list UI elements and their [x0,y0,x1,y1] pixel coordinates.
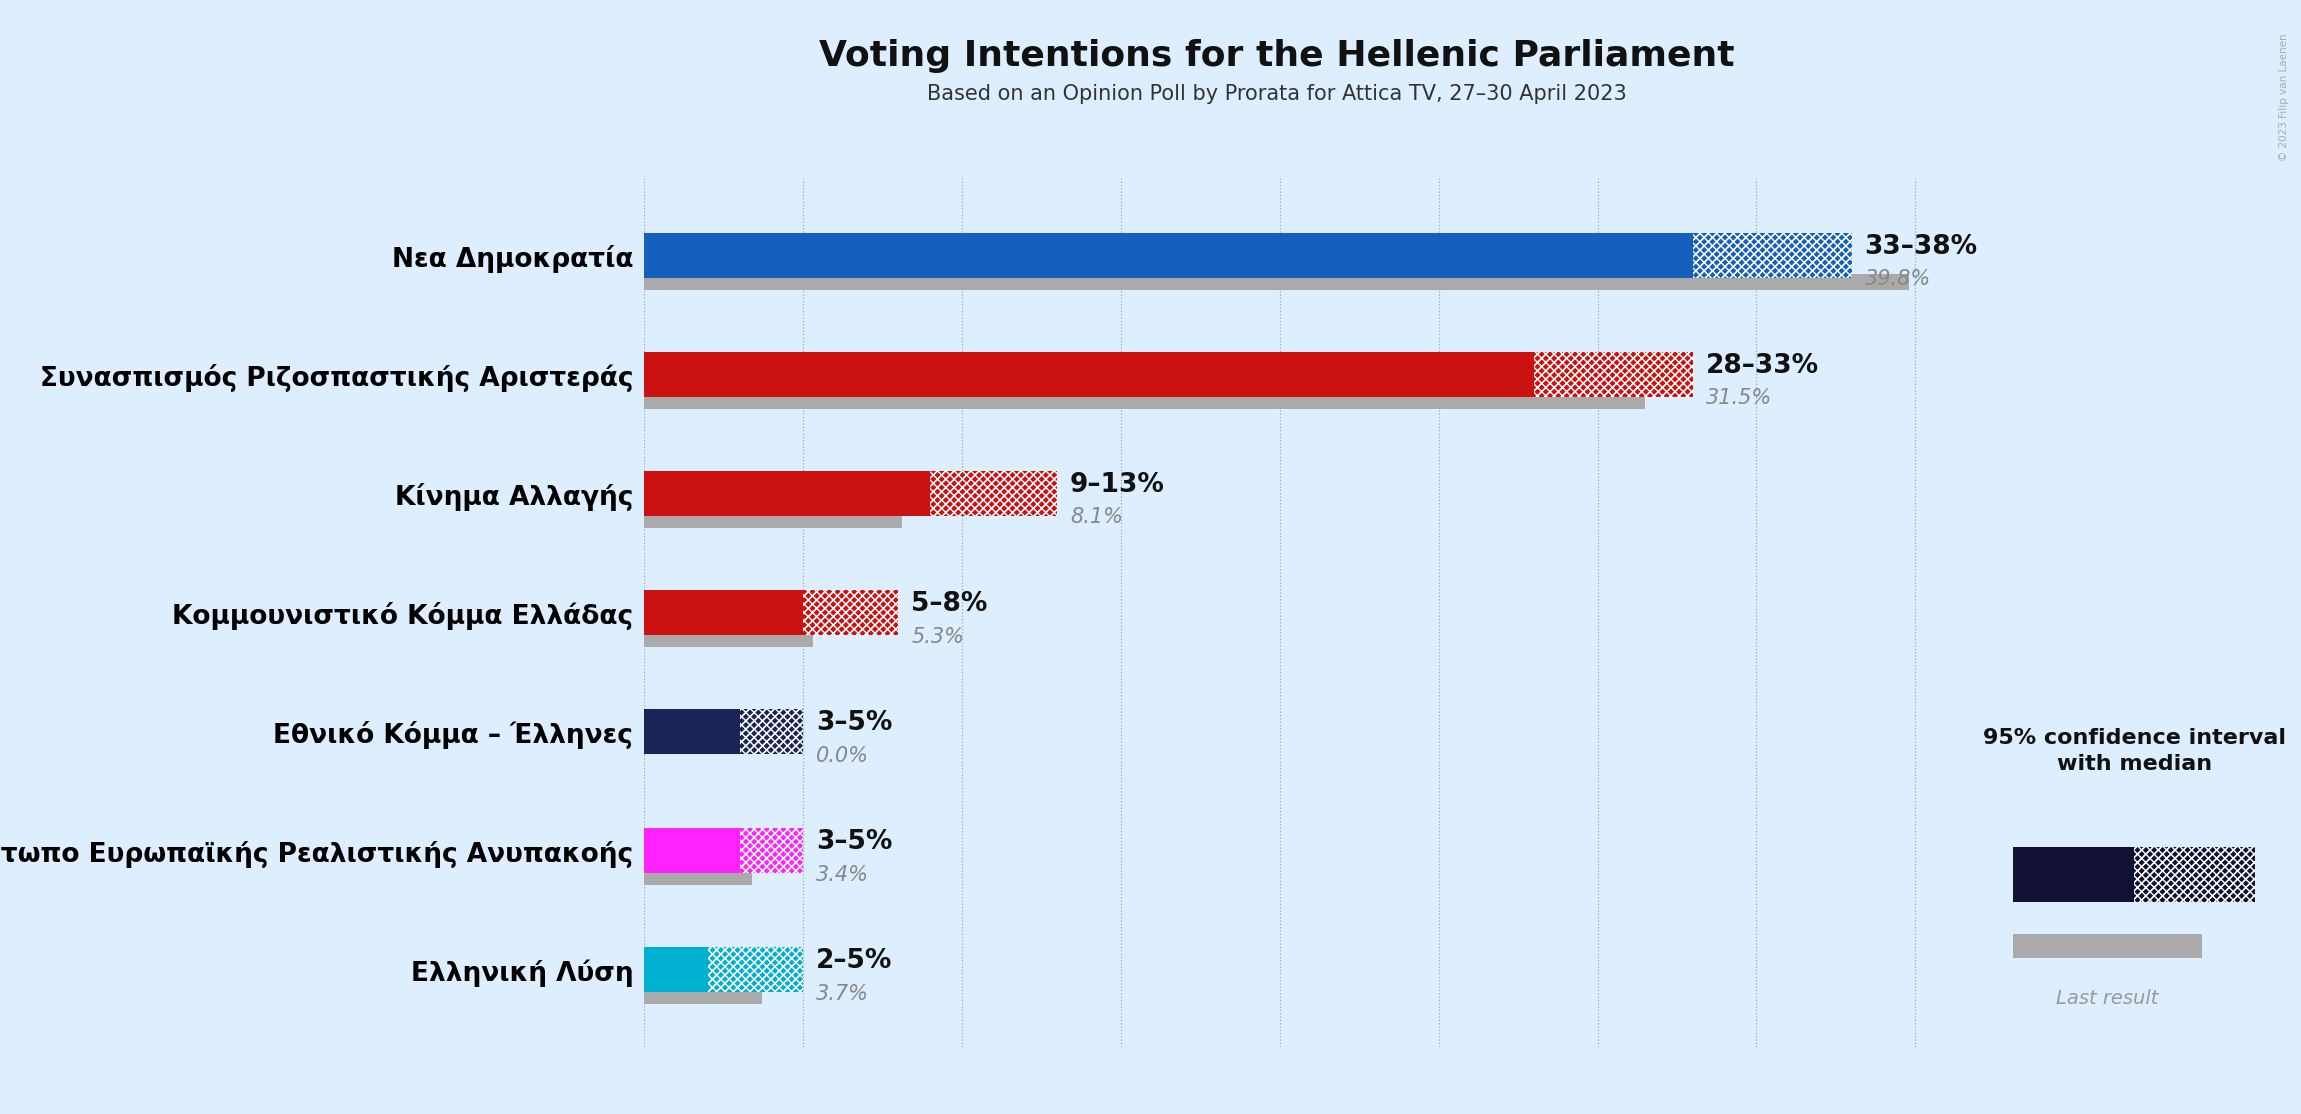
Bar [644,828,739,873]
Bar [644,393,1645,409]
Bar [2013,847,2135,902]
Text: Last result: Last result [2057,989,2158,1008]
Text: Voting Intentions for the Hellenic Parliament: Voting Intentions for the Hellenic Parli… [819,39,1735,74]
Bar [739,710,803,754]
Text: 33–38%: 33–38% [1864,234,1977,261]
Bar [644,274,1910,290]
Bar [739,828,803,873]
Bar [739,710,803,754]
Bar [644,590,803,635]
Text: 3–5%: 3–5% [817,711,893,736]
Bar [930,471,1058,516]
Text: 5–8%: 5–8% [911,592,987,617]
Bar [1535,352,1694,398]
Text: 9–13%: 9–13% [1070,472,1164,498]
Bar [2013,934,2202,958]
Bar [2135,847,2255,902]
Text: 8.1%: 8.1% [1070,508,1123,527]
Bar [709,947,803,993]
Bar [644,352,1535,398]
Bar [1694,233,1852,278]
Bar [644,869,752,885]
Bar [644,233,1694,278]
Bar [644,710,739,754]
Bar [644,632,812,646]
Bar [1694,233,1852,278]
Text: 39.8%: 39.8% [1864,270,1931,290]
Text: 31.5%: 31.5% [1705,389,1772,409]
Bar [1535,352,1694,398]
Text: © 2023 Filip van Laenen: © 2023 Filip van Laenen [2280,33,2289,162]
Bar [644,512,902,528]
Text: 0.0%: 0.0% [817,745,870,765]
Bar [644,988,762,1004]
Bar [803,590,897,635]
Bar [930,471,1058,516]
Bar [739,828,803,873]
Text: 3–5%: 3–5% [817,830,893,856]
Bar [803,590,897,635]
Text: 95% confidence interval
with median: 95% confidence interval with median [1983,727,2285,774]
Bar [803,590,897,635]
Bar [930,471,1058,516]
Bar [739,710,803,754]
Bar [644,471,930,516]
Text: 3.7%: 3.7% [817,984,870,1004]
Text: 3.4%: 3.4% [817,864,870,885]
Bar [644,947,709,993]
Bar [1694,233,1852,278]
Bar [739,828,803,873]
Text: 2–5%: 2–5% [817,948,893,975]
Bar [1535,352,1694,398]
Bar [709,947,803,993]
Text: Based on an Opinion Poll by Prorata for Attica TV, 27–30 April 2023: Based on an Opinion Poll by Prorata for … [927,84,1627,104]
Text: 5.3%: 5.3% [911,626,964,646]
Text: 28–33%: 28–33% [1705,353,1818,379]
Bar [709,947,803,993]
Bar [2135,847,2255,902]
